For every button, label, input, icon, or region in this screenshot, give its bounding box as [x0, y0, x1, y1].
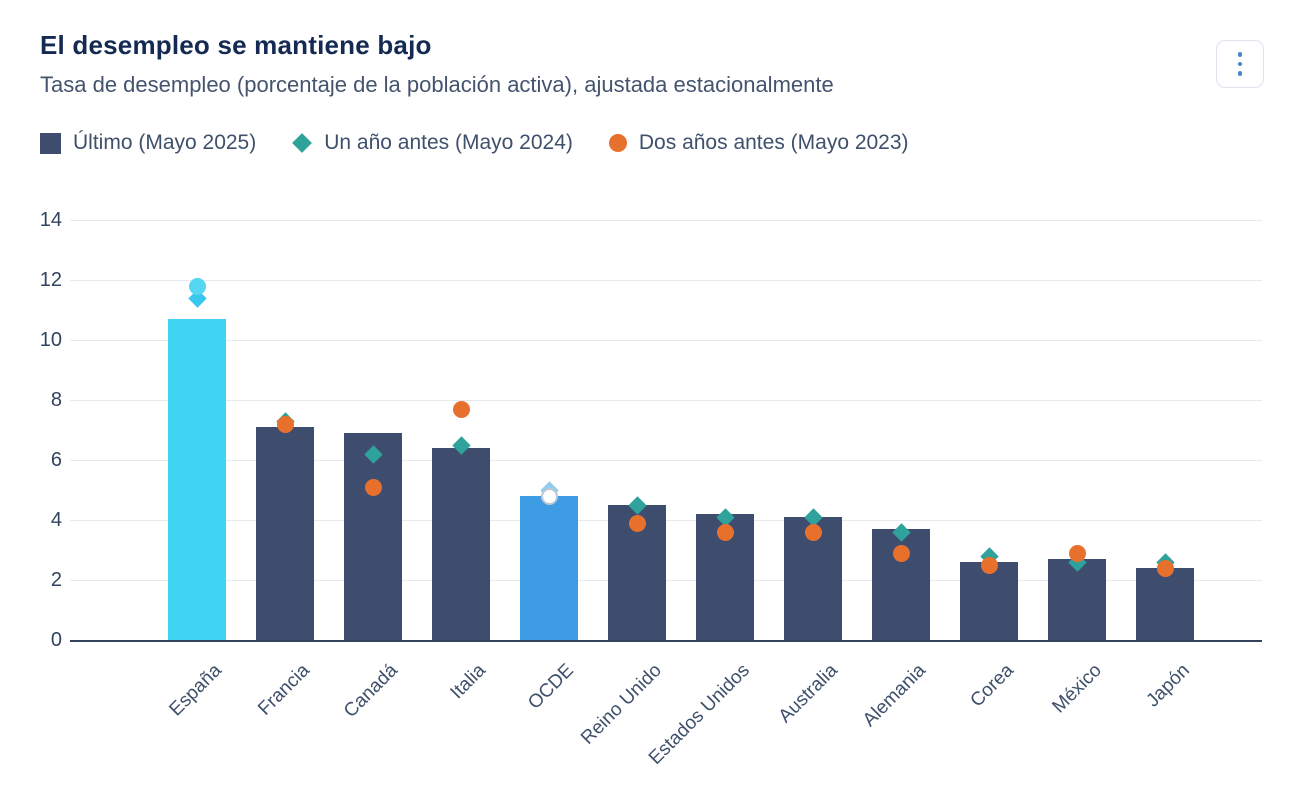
y-axis-label: 6	[50, 449, 62, 471]
bar-ocde[interactable]	[520, 496, 578, 640]
chart-subtitle: Tasa de desempleo (porcentaje de la pobl…	[40, 72, 834, 97]
y-axis-label: 4	[50, 509, 62, 531]
chart-title: El desempleo se mantiene bajo	[40, 30, 432, 60]
bar-italia[interactable]	[432, 448, 490, 640]
gridline	[70, 580, 1262, 581]
legend-item-latest: Último (Mayo 2025)	[40, 131, 256, 155]
gridline	[70, 220, 1262, 221]
marker-circle-canada[interactable]	[364, 478, 382, 496]
marker-circle-corea[interactable]	[980, 556, 998, 574]
kebab-menu-icon	[1237, 52, 1243, 57]
marker-circle-italia[interactable]	[452, 400, 470, 418]
gridline	[70, 520, 1262, 521]
gridline	[70, 340, 1262, 341]
kebab-menu-button[interactable]	[1216, 40, 1264, 88]
legend-label-two-years-before: Dos años antes (Mayo 2023)	[638, 131, 909, 154]
bar-canada[interactable]	[344, 433, 402, 640]
marker-circle-australia[interactable]	[804, 523, 822, 541]
square-swatch-icon	[40, 132, 61, 154]
gridline	[70, 400, 1262, 401]
bar-japon[interactable]	[1136, 568, 1194, 640]
bar-corea[interactable]	[960, 562, 1018, 640]
y-axis-label: 8	[50, 389, 62, 411]
marker-circle-espana[interactable]	[188, 277, 206, 295]
y-axis-label: 14	[39, 209, 62, 231]
legend: Último (Mayo 2025) Un año antes (Mayo 20…	[40, 131, 909, 155]
y-axis-label: 12	[39, 269, 62, 291]
marker-circle-francia[interactable]	[276, 415, 294, 433]
y-axis-label: 0	[50, 629, 62, 651]
marker-circle-reino-unido[interactable]	[628, 514, 646, 532]
kebab-menu-icon	[1237, 61, 1243, 67]
marker-circle-alemania[interactable]	[892, 544, 910, 562]
gridline	[70, 460, 1262, 461]
marker-circle-estados-unidos[interactable]	[716, 523, 734, 541]
bar-chart: 0 2 4 6 8 10 12 14 España Francia Canadá Italia OCDE…	[0, 208, 1300, 792]
legend-item-year-before: Un año antes (Mayo 2024)	[292, 131, 573, 155]
y-axis-label: 2	[50, 569, 62, 591]
bar-espana[interactable]	[168, 319, 226, 640]
marker-circle-mexico[interactable]	[1068, 544, 1086, 562]
kebab-menu-icon	[1237, 71, 1243, 76]
marker-circle-japon[interactable]	[1156, 559, 1174, 577]
legend-label-year-before: Un año antes (Mayo 2024)	[324, 131, 573, 154]
diamond-swatch-icon	[292, 133, 313, 153]
legend-label-latest: Último (Mayo 2025)	[73, 131, 257, 154]
legend-item-two-years-before: Dos años antes (Mayo 2023)	[608, 131, 909, 155]
bar-mexico[interactable]	[1048, 559, 1106, 640]
y-axis-label: 10	[39, 329, 62, 351]
x-axis-baseline	[70, 640, 1262, 642]
circle-swatch-icon	[608, 134, 627, 152]
bar-francia[interactable]	[256, 427, 314, 640]
marker-circle-ocde[interactable]	[540, 487, 558, 505]
gridline	[70, 280, 1262, 281]
